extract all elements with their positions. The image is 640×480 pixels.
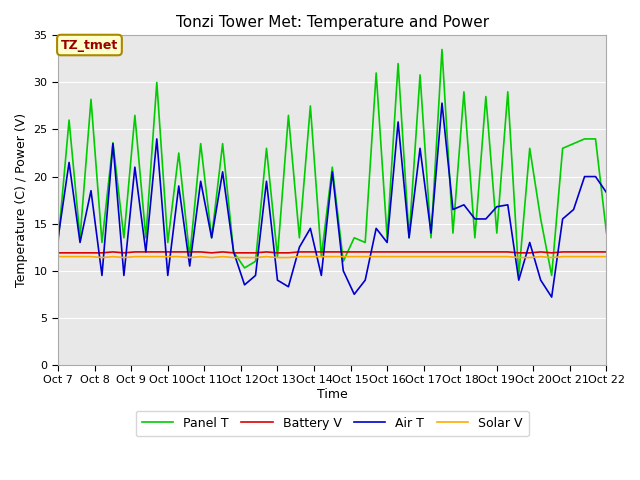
Line: Solar V: Solar V bbox=[58, 257, 607, 258]
Solar V bbox=[460, 254, 468, 260]
Air T bbox=[548, 294, 556, 300]
Solar V bbox=[186, 255, 193, 261]
Panel T bbox=[230, 249, 237, 255]
Battery V bbox=[109, 249, 116, 255]
Text: TZ_tmet: TZ_tmet bbox=[61, 38, 118, 51]
Panel T bbox=[460, 89, 468, 95]
Solar V bbox=[592, 254, 600, 260]
Air T bbox=[460, 202, 468, 208]
Panel T bbox=[54, 240, 62, 245]
Battery V bbox=[592, 249, 600, 255]
Panel T bbox=[603, 230, 611, 236]
Line: Battery V: Battery V bbox=[58, 252, 607, 253]
Y-axis label: Temperature (C) / Power (V): Temperature (C) / Power (V) bbox=[15, 113, 28, 287]
Legend: Panel T, Battery V, Air T, Solar V: Panel T, Battery V, Air T, Solar V bbox=[136, 411, 529, 436]
Battery V bbox=[230, 250, 237, 256]
Air T bbox=[54, 235, 62, 240]
X-axis label: Time: Time bbox=[317, 388, 348, 401]
Panel T bbox=[416, 72, 424, 78]
Battery V bbox=[54, 250, 62, 256]
Air T bbox=[603, 190, 611, 195]
Air T bbox=[438, 100, 446, 106]
Air T bbox=[219, 169, 227, 175]
Panel T bbox=[219, 141, 227, 146]
Panel T bbox=[515, 273, 523, 278]
Panel T bbox=[175, 150, 182, 156]
Solar V bbox=[241, 255, 248, 261]
Solar V bbox=[230, 255, 237, 261]
Air T bbox=[230, 249, 237, 255]
Panel T bbox=[438, 47, 446, 52]
Line: Panel T: Panel T bbox=[58, 49, 607, 276]
Air T bbox=[592, 174, 600, 180]
Air T bbox=[175, 183, 182, 189]
Battery V bbox=[427, 249, 435, 255]
Battery V bbox=[460, 249, 468, 255]
Line: Air T: Air T bbox=[58, 103, 607, 297]
Battery V bbox=[241, 250, 248, 256]
Solar V bbox=[603, 254, 611, 260]
Solar V bbox=[427, 254, 435, 260]
Battery V bbox=[603, 249, 611, 255]
Panel T bbox=[592, 136, 600, 142]
Solar V bbox=[98, 255, 106, 261]
Title: Tonzi Tower Met: Temperature and Power: Tonzi Tower Met: Temperature and Power bbox=[176, 15, 489, 30]
Solar V bbox=[54, 254, 62, 260]
Air T bbox=[416, 145, 424, 151]
Battery V bbox=[186, 249, 193, 255]
